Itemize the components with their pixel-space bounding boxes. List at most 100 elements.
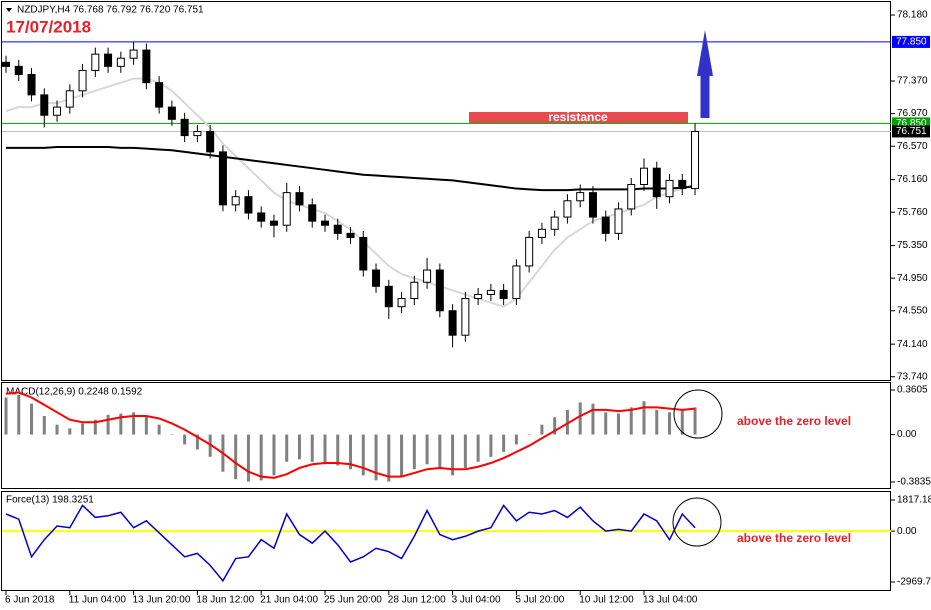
x-tick-label: 28 Jun 12:00 xyxy=(388,595,446,606)
macd-bar xyxy=(297,434,301,460)
macd-bar xyxy=(30,403,34,435)
candle-body xyxy=(410,281,419,300)
macd-bar xyxy=(693,407,697,435)
macd-bar xyxy=(489,434,493,457)
candle-body xyxy=(372,269,381,287)
macd-bar xyxy=(438,434,442,470)
y-tick-label: 76.970 xyxy=(897,108,928,119)
candle-body xyxy=(40,94,49,116)
candle-body xyxy=(461,298,470,336)
macd-bar xyxy=(183,434,187,445)
macd-bar xyxy=(502,434,506,452)
candle-body xyxy=(474,293,483,300)
candle-body xyxy=(537,228,546,238)
macd-bar xyxy=(157,424,161,435)
candle-body xyxy=(563,200,572,218)
macd-bar xyxy=(119,413,123,435)
x-tick-label: 18 Jun 12:00 xyxy=(196,595,254,606)
candle-body xyxy=(346,232,355,238)
macd-annotation: above the zero level xyxy=(737,414,851,428)
y-tick-label: 76.570 xyxy=(897,141,928,152)
force-pane xyxy=(1,491,891,591)
price-box-label: 77.850 xyxy=(896,37,927,48)
y-tick-label: 78.180 xyxy=(897,10,928,21)
macd-bar xyxy=(272,434,276,476)
y-tick-label: -2969.79 xyxy=(897,577,931,588)
macd-bar xyxy=(285,434,289,462)
macd-bar xyxy=(374,434,378,481)
x-tick-label: 10 Jul 12:00 xyxy=(579,595,634,606)
macd-bar xyxy=(323,434,327,465)
candle-body xyxy=(231,196,240,206)
candle-body xyxy=(678,179,687,190)
candle-body xyxy=(206,131,215,153)
macd-bar xyxy=(514,434,518,445)
candle-body xyxy=(295,192,304,206)
candle-body xyxy=(167,106,176,120)
price-box-label: 76.850 xyxy=(896,118,927,129)
macd-bar xyxy=(425,434,429,465)
y-tick-label: -0.3835 xyxy=(897,477,931,488)
chart-title: NZDJPY,H4 76.768 76.792 76.720 76.751 xyxy=(17,5,204,16)
force-annotation: above the zero level xyxy=(737,531,851,545)
macd-bar xyxy=(208,434,212,457)
candle-body xyxy=(218,151,227,206)
y-tick-label: 1817.188 xyxy=(897,495,931,506)
macd-bar xyxy=(68,428,72,435)
candle-body xyxy=(359,236,368,271)
candle-body xyxy=(665,179,674,198)
macd-bar xyxy=(361,434,365,476)
macd-title: MACD(12,26,9) 0.2248 0.1592 xyxy=(6,387,143,398)
macd-bar xyxy=(93,419,97,435)
macd-bar xyxy=(565,409,569,435)
x-tick-label: 13 Jun 20:00 xyxy=(133,595,191,606)
macd-bar xyxy=(463,434,467,468)
candle-body xyxy=(397,298,406,308)
chart-date: 17/07/2018 xyxy=(6,17,91,36)
macd-bar xyxy=(81,423,85,435)
candle-body xyxy=(78,69,87,92)
macd-pane xyxy=(1,382,891,489)
candle-body xyxy=(257,212,266,222)
signal-line xyxy=(5,391,696,479)
candle-body xyxy=(448,310,457,336)
macd-bar xyxy=(195,434,199,450)
candle-body xyxy=(129,49,138,59)
macd-bar xyxy=(310,434,314,462)
candle-body xyxy=(321,220,329,226)
candle-body xyxy=(53,106,62,116)
force-circle xyxy=(672,497,722,547)
macd-bar xyxy=(616,413,620,435)
candle-body xyxy=(384,285,393,308)
candle-body xyxy=(652,167,661,198)
x-tick-label: 25 Jun 20:00 xyxy=(324,595,382,606)
y-tick-label: 0.3605 xyxy=(897,385,928,396)
y-tick-label: 74.550 xyxy=(897,305,928,316)
candle-body xyxy=(180,118,189,137)
candle-body xyxy=(588,192,597,218)
x-tick-label: 3 Jul 04:00 xyxy=(452,595,501,606)
candle-body xyxy=(486,289,495,295)
macd-bar xyxy=(578,402,582,435)
x-tick-label: 11 Jun 04:00 xyxy=(69,595,127,606)
candle-body xyxy=(691,130,700,190)
candle-body xyxy=(423,269,432,283)
macd-circle xyxy=(673,389,723,439)
candle-body xyxy=(116,57,125,67)
macd-bar xyxy=(553,417,557,435)
candle-body xyxy=(435,269,444,312)
x-tick-label: 13 Jul 04:00 xyxy=(643,595,698,606)
candle-body xyxy=(2,61,10,67)
y-tick-label: 75.350 xyxy=(897,240,928,251)
y-tick-label: 0.00 xyxy=(897,526,917,537)
macd-bar xyxy=(451,434,455,476)
y-tick-label: 76.160 xyxy=(897,174,928,185)
macd-bar xyxy=(629,407,633,435)
candle-body xyxy=(269,220,278,226)
macd-bar xyxy=(132,412,136,435)
y-tick-label: 0.00 xyxy=(897,429,917,440)
candle-body xyxy=(282,192,291,226)
candle-body xyxy=(614,208,623,234)
macd-bar xyxy=(642,401,646,435)
candle-body xyxy=(550,216,559,230)
